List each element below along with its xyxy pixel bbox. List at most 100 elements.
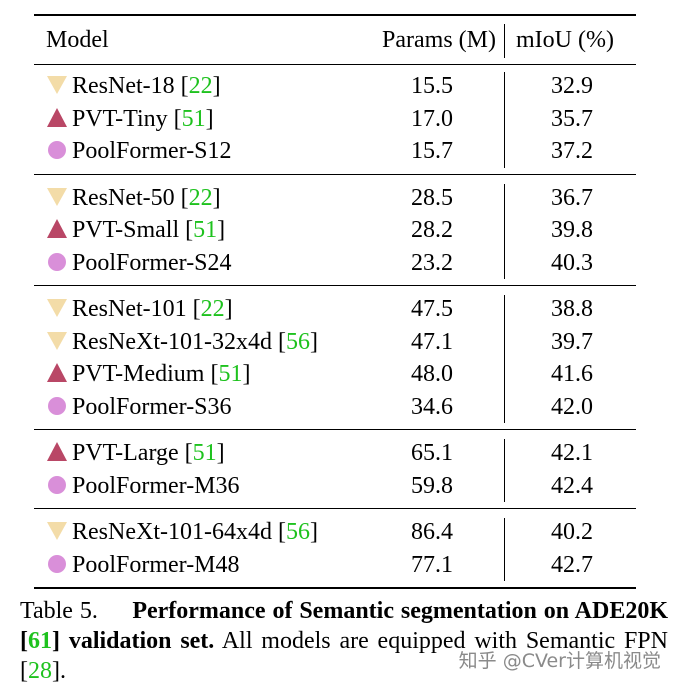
caption-bold-title: Performance of Semantic segmentation on … [132,598,669,624]
miou-cell: 42.1 [551,440,593,466]
model-cell: ResNet-101 [22] [46,293,233,325]
params-cell: 34.6 [411,393,453,420]
model-name: PoolFormer-M48 [72,551,240,578]
column-divider [504,439,506,502]
citation-link[interactable]: 56 [285,328,310,355]
inverted-triangle-marker-icon [47,187,67,206]
triangle-marker-icon [47,363,67,383]
inverted-triangle-marker-icon [47,331,67,350]
model-name: ResNet-50 [72,184,175,211]
model-name: ResNet-101 [72,296,187,322]
model-cell: PoolFormer-M36 [46,470,240,502]
citation-link[interactable]: 51 [193,217,218,243]
model-cell: PVT-Tiny [51] [46,103,214,135]
table-caption: Table 5. Performance of Semantic segment… [20,598,669,684]
model-cell: PVT-Small [51] [46,214,225,246]
table-row: PVT-Large [51] 65.1 42.1 [34,437,636,469]
citation-link[interactable]: 22 [188,184,213,211]
params-cell: 28.5 [411,184,453,211]
group-rule [34,508,636,510]
caption-text: All models are equipped with Semantic FP… [221,628,668,654]
miou-cell: 36.7 [551,184,593,211]
group-rule [34,173,636,175]
header-column-divider [504,24,506,58]
watermark: 知乎 @CVer计算机视觉 [458,650,661,672]
table-row: ResNeXt-101-32x4d [56] 47.1 39.7 [34,326,636,358]
table-row: PoolFormer-S24 23.2 40.3 [34,247,636,279]
caption-citation[interactable]: 61 [28,628,52,654]
citation-link[interactable]: 51 [192,440,217,466]
model-name: PoolFormer-M36 [72,472,240,499]
group-rule [34,429,636,431]
header-miou: mIoU (%) [516,27,614,53]
model-cell: PoolFormer-S12 [46,135,232,167]
column-divider [504,183,506,279]
model-cell: PoolFormer-S36 [46,391,232,423]
header-rule [34,64,636,66]
miou-cell: 32.9 [551,73,593,99]
citation-link[interactable]: 22 [188,73,213,99]
triangle-marker-icon [47,442,67,462]
table-row: PoolFormer-M48 77.1 42.7 [34,549,636,581]
table-row: PoolFormer-M36 59.8 42.4 [34,470,636,502]
caption-bold-title-end: validation set. [68,628,215,654]
triangle-marker-icon [47,219,67,239]
params-cell: 86.4 [411,519,453,545]
model-name: ResNeXt-101-64x4d [72,519,272,545]
header-params: Params (M) [382,27,496,53]
table-row: ResNet-18 [22] 15.5 32.9 [34,70,636,102]
caption-citation[interactable]: 28 [28,658,52,684]
table-header: Model Params (M) mIoU (%) [34,24,636,56]
inverted-triangle-marker-icon [47,522,67,541]
caption-label: Table 5. [20,598,98,624]
miou-cell: 40.2 [551,519,593,545]
miou-cell: 40.3 [551,249,593,276]
miou-cell: 38.8 [551,296,593,322]
miou-cell: 37.2 [551,138,593,164]
table-row: ResNet-50 [22] 28.5 36.7 [34,182,636,214]
model-cell: PVT-Large [51] [46,437,225,469]
model-name: PVT-Large [72,440,179,466]
params-cell: 77.1 [411,551,453,578]
model-cell: PVT-Medium [51] [46,358,250,390]
citation-link[interactable]: 51 [181,105,206,132]
header-model: Model [46,27,109,53]
params-cell: 65.1 [411,440,453,466]
column-divider [504,295,506,423]
model-cell: ResNet-50 [22] [46,182,221,214]
params-cell: 47.5 [411,296,453,322]
model-cell: ResNet-18 [22] [46,70,221,102]
miou-cell: 41.6 [551,361,593,387]
circle-marker-icon [48,141,66,160]
citation-link[interactable]: 22 [200,296,225,322]
citation-link[interactable]: 56 [285,519,310,545]
params-cell: 23.2 [411,249,453,276]
model-name: PoolFormer-S24 [72,249,232,276]
group-rule [34,285,636,287]
miou-cell: 35.7 [551,105,593,132]
inverted-triangle-marker-icon [47,76,67,95]
params-cell: 17.0 [411,105,453,132]
miou-cell: 42.0 [551,393,593,420]
model-name: ResNeXt-101-32x4d [72,328,272,355]
model-name: PVT-Small [72,217,180,243]
citation-link[interactable]: 51 [218,361,243,387]
params-cell: 48.0 [411,361,453,387]
column-divider [504,518,506,581]
column-divider [504,72,506,168]
table-row: ResNeXt-101-64x4d [56] 86.4 40.2 [34,516,636,548]
table-row: PVT-Medium [51] 48.0 41.6 [34,358,636,390]
inverted-triangle-marker-icon [47,299,67,318]
params-cell: 47.1 [411,328,453,355]
model-name: PVT-Tiny [72,105,168,132]
params-cell: 15.7 [411,138,453,164]
top-rule [34,14,636,16]
circle-marker-icon [48,475,66,494]
circle-marker-icon [48,252,66,271]
params-cell: 15.5 [411,73,453,99]
table-row: PoolFormer-S36 34.6 42.0 [34,391,636,423]
circle-marker-icon [48,396,66,415]
triangle-marker-icon [47,107,67,127]
model-cell: PoolFormer-M48 [46,549,240,581]
miou-cell: 39.7 [551,328,593,355]
